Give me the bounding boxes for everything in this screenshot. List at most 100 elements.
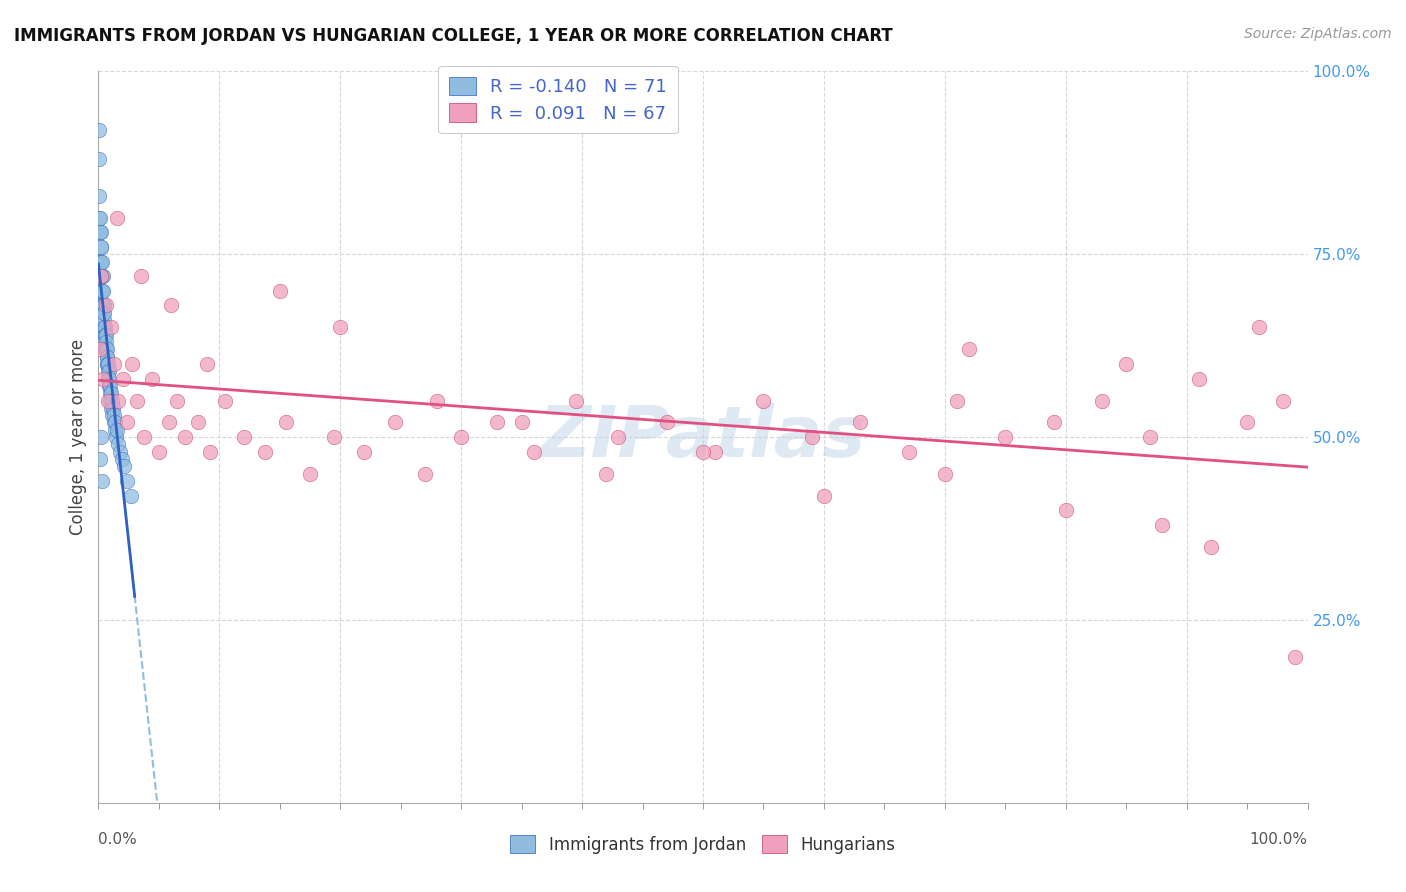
Point	[897, 444, 920, 458]
Point	[96, 357, 118, 371]
Point	[90, 430, 112, 444]
Text: 100.0%: 100.0%	[1250, 832, 1308, 847]
Point	[1042, 416, 1064, 430]
Point	[104, 416, 127, 430]
Point	[107, 437, 129, 451]
Point	[426, 393, 449, 408]
Point	[232, 430, 254, 444]
Text: IMMIGRANTS FROM JORDAN VS HUNGARIAN COLLEGE, 1 YEAR OR MORE CORRELATION CHART: IMMIGRANTS FROM JORDAN VS HUNGARIAN COLL…	[14, 27, 893, 45]
Point	[121, 357, 143, 371]
Point	[93, 320, 115, 334]
Point	[93, 320, 115, 334]
Point	[97, 393, 120, 408]
Point	[103, 357, 125, 371]
Point	[98, 379, 121, 393]
Point	[1091, 393, 1114, 408]
Point	[107, 393, 129, 408]
Y-axis label: College, 1 year or more: College, 1 year or more	[69, 339, 87, 535]
Point	[413, 467, 436, 481]
Point	[98, 393, 121, 408]
Point	[96, 350, 118, 364]
Point	[274, 416, 297, 430]
Point	[90, 269, 112, 284]
Point	[103, 416, 125, 430]
Point	[91, 284, 114, 298]
Point	[96, 357, 118, 371]
Point	[565, 393, 588, 408]
Point	[94, 327, 117, 342]
Point	[1115, 357, 1137, 371]
Point	[195, 357, 218, 371]
Point	[254, 444, 277, 458]
Point	[134, 430, 156, 444]
Point	[96, 350, 118, 364]
Text: Source: ZipAtlas.com: Source: ZipAtlas.com	[1244, 27, 1392, 41]
Point	[127, 393, 149, 408]
Point	[90, 284, 112, 298]
Point	[112, 459, 135, 474]
Point	[704, 444, 727, 458]
Point	[97, 364, 120, 378]
Point	[90, 254, 112, 268]
Point	[198, 444, 221, 458]
Point	[111, 371, 134, 385]
Point	[1272, 393, 1295, 408]
Point	[91, 269, 114, 284]
Point	[595, 467, 617, 481]
Point	[87, 123, 110, 137]
Point	[94, 298, 117, 312]
Point	[96, 343, 118, 357]
Point	[91, 269, 114, 284]
Point	[90, 269, 112, 284]
Point	[813, 489, 835, 503]
Point	[89, 254, 111, 268]
Point	[1284, 649, 1306, 664]
Point	[1199, 540, 1222, 554]
Point	[1249, 320, 1271, 334]
Point	[299, 467, 322, 481]
Point	[97, 364, 120, 378]
Point	[91, 298, 114, 312]
Point	[90, 240, 112, 254]
Point	[103, 408, 125, 422]
Point	[90, 269, 112, 284]
Point	[89, 225, 111, 239]
Point	[89, 211, 111, 225]
Point	[90, 240, 112, 254]
Point	[91, 371, 114, 385]
Point	[89, 343, 111, 357]
Point	[100, 320, 122, 334]
Point	[1188, 371, 1211, 385]
Point	[89, 452, 111, 467]
Point	[141, 371, 163, 385]
Point	[148, 444, 170, 458]
Point	[384, 416, 406, 430]
Point	[957, 343, 980, 357]
Point	[174, 430, 197, 444]
Point	[97, 357, 120, 371]
Point	[692, 444, 714, 458]
Point	[100, 386, 122, 401]
Point	[94, 343, 117, 357]
Point	[450, 430, 472, 444]
Point	[105, 211, 128, 225]
Point	[89, 254, 111, 268]
Point	[166, 393, 188, 408]
Point	[89, 211, 111, 225]
Point	[90, 225, 112, 239]
Point	[91, 298, 114, 312]
Point	[946, 393, 969, 408]
Point	[187, 416, 209, 430]
Point	[100, 401, 122, 415]
Point	[1152, 517, 1174, 532]
Point	[101, 401, 124, 415]
Point	[98, 371, 121, 385]
Point	[323, 430, 346, 444]
Point	[800, 430, 823, 444]
Point	[101, 408, 124, 422]
Point	[87, 188, 110, 202]
Point	[129, 269, 152, 284]
Point	[157, 416, 180, 430]
Point	[90, 254, 112, 268]
Point	[98, 379, 121, 393]
